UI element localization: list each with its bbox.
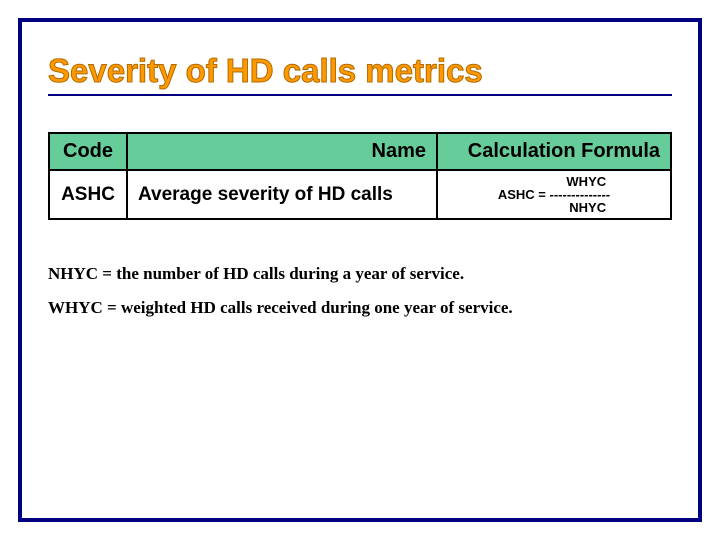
table-row: ASHC Average severity of HD calls WHYC A… — [49, 170, 671, 219]
slide-content: Severity of HD calls metrics Code Name C… — [22, 22, 698, 350]
slide-frame: Severity of HD calls metrics Code Name C… — [18, 18, 702, 522]
title-underline — [48, 94, 672, 96]
formula-denominator: NHYC — [498, 201, 610, 214]
col-header-name: Name — [127, 133, 437, 170]
metrics-table: Code Name Calculation Formula ASHC Avera… — [48, 132, 672, 220]
table-header-row: Code Name Calculation Formula — [49, 133, 671, 170]
cell-code: ASHC — [49, 170, 127, 219]
col-header-code: Code — [49, 133, 127, 170]
formula-lhs: ASHC = — [498, 187, 550, 202]
cell-name: Average severity of HD calls — [127, 170, 437, 219]
definitions-block: NHYC = the number of HD calls during a y… — [48, 264, 672, 318]
definition-line: WHYC = weighted HD calls received during… — [48, 298, 672, 318]
formula-fraction: WHYC ASHC = -------------- NHYC — [498, 175, 610, 214]
col-header-formula: Calculation Formula — [437, 133, 671, 170]
cell-formula: WHYC ASHC = -------------- NHYC — [437, 170, 671, 219]
slide-title: Severity of HD calls metrics — [48, 52, 672, 90]
definition-line: NHYC = the number of HD calls during a y… — [48, 264, 672, 284]
